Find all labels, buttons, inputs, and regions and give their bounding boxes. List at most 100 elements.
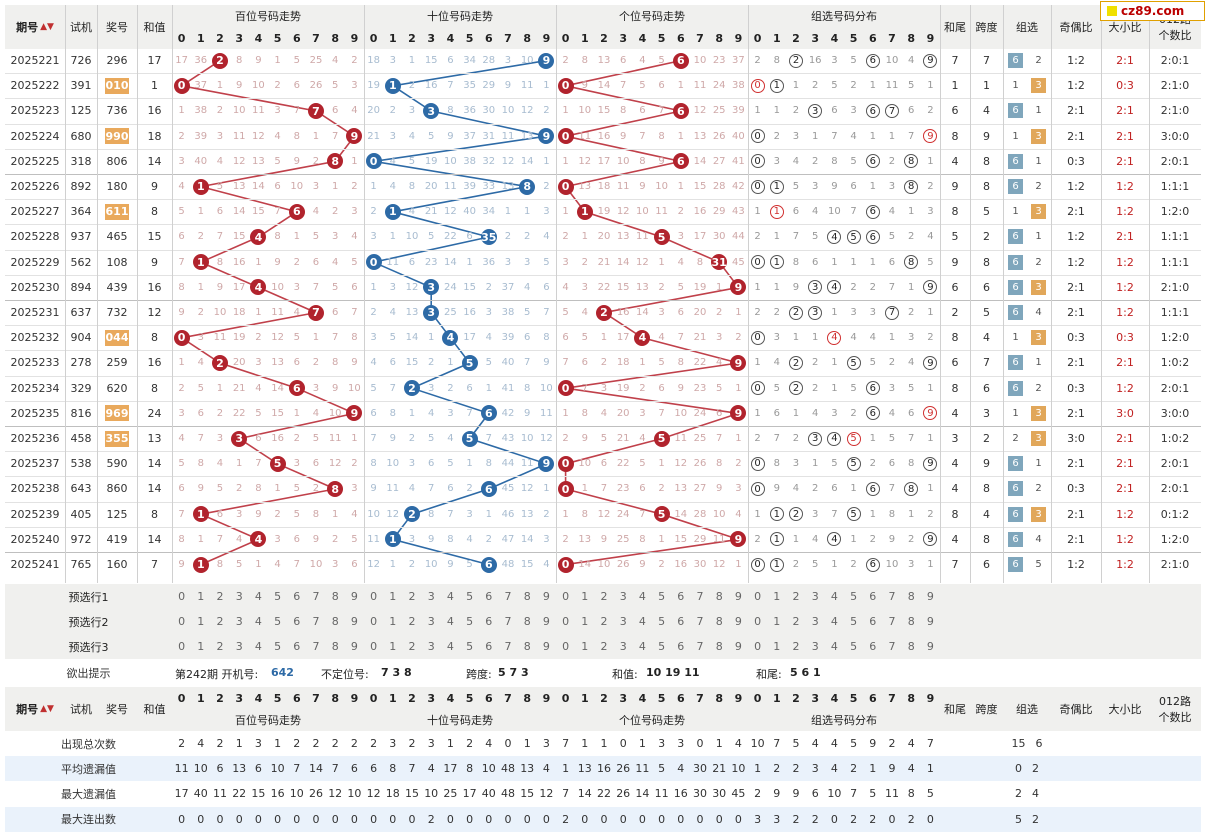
units-preselect-digit[interactable]: 3 bbox=[613, 609, 633, 634]
hundreds-preselect-digit[interactable]: 0 bbox=[172, 634, 192, 659]
group-preselect-digit[interactable]: 2 bbox=[786, 634, 806, 659]
units-preselect-digit[interactable]: 1 bbox=[575, 634, 595, 659]
hundreds-preselect-digit[interactable]: 9 bbox=[344, 634, 364, 659]
tens-preselect-digit[interactable]: 3 bbox=[421, 584, 441, 609]
tens-preselect-digit[interactable]: 9 bbox=[536, 609, 556, 634]
group-preselect-digit[interactable]: 1 bbox=[767, 609, 787, 634]
group-preselect-digit[interactable]: 8 bbox=[901, 584, 921, 609]
hundreds-preselect-digit[interactable]: 1 bbox=[191, 634, 211, 659]
units-preselect-digit[interactable]: 2 bbox=[594, 609, 614, 634]
group-preselect-digit[interactable]: 9 bbox=[920, 634, 940, 659]
units-preselect-digit[interactable]: 7 bbox=[690, 609, 710, 634]
group-preselect-digit[interactable]: 1 bbox=[767, 634, 787, 659]
tens-preselect-digit[interactable]: 2 bbox=[402, 634, 422, 659]
group-preselect-digit[interactable]: 5 bbox=[844, 584, 864, 609]
tens-preselect-digit[interactable]: 6 bbox=[479, 609, 499, 634]
units-preselect-digit[interactable]: 9 bbox=[728, 634, 748, 659]
hundreds-preselect-digit[interactable]: 9 bbox=[344, 609, 364, 634]
units-preselect-digit[interactable]: 1 bbox=[575, 584, 595, 609]
tens-preselect-digit[interactable]: 3 bbox=[421, 609, 441, 634]
tens-preselect-digit[interactable]: 3 bbox=[421, 634, 441, 659]
tens-preselect-digit[interactable]: 5 bbox=[460, 609, 480, 634]
units-preselect-digit[interactable]: 0 bbox=[556, 584, 576, 609]
group-preselect-digit[interactable]: 1 bbox=[767, 584, 787, 609]
tens-preselect-digit[interactable]: 9 bbox=[536, 634, 556, 659]
tens-preselect-digit[interactable]: 6 bbox=[479, 584, 499, 609]
hundreds-preselect-digit[interactable]: 7 bbox=[306, 609, 326, 634]
hundreds-preselect-digit[interactable]: 7 bbox=[306, 584, 326, 609]
site-logo[interactable]: cz89.com bbox=[1100, 1, 1205, 21]
group-preselect-digit[interactable]: 9 bbox=[920, 584, 940, 609]
sort-icon[interactable]: ▲▼ bbox=[40, 704, 54, 714]
tens-preselect-digit[interactable]: 5 bbox=[460, 584, 480, 609]
units-preselect-digit[interactable]: 7 bbox=[690, 584, 710, 609]
period-footer-header[interactable]: 期号 ▲▼ bbox=[5, 687, 65, 731]
units-preselect-digit[interactable]: 7 bbox=[690, 634, 710, 659]
hundreds-preselect-digit[interactable]: 6 bbox=[287, 584, 307, 609]
group-preselect-digit[interactable]: 3 bbox=[805, 584, 825, 609]
tens-preselect-digit[interactable]: 4 bbox=[440, 609, 460, 634]
group-preselect-digit[interactable]: 7 bbox=[882, 609, 902, 634]
tens-preselect-digit[interactable]: 1 bbox=[383, 634, 403, 659]
group-preselect-digit[interactable]: 7 bbox=[882, 634, 902, 659]
tens-preselect-digit[interactable]: 2 bbox=[402, 609, 422, 634]
hundreds-preselect-digit[interactable]: 9 bbox=[344, 584, 364, 609]
units-preselect-digit[interactable]: 1 bbox=[575, 609, 595, 634]
group-preselect-digit[interactable]: 0 bbox=[748, 584, 768, 609]
hundreds-preselect-digit[interactable]: 5 bbox=[268, 634, 288, 659]
tens-preselect-digit[interactable]: 9 bbox=[536, 584, 556, 609]
group-preselect-digit[interactable]: 6 bbox=[863, 584, 883, 609]
hundreds-preselect-digit[interactable]: 4 bbox=[248, 584, 268, 609]
hundreds-preselect-digit[interactable]: 1 bbox=[191, 584, 211, 609]
group-preselect-digit[interactable]: 7 bbox=[882, 584, 902, 609]
units-preselect-digit[interactable]: 3 bbox=[613, 584, 633, 609]
period-header[interactable]: 期号 ▲▼ bbox=[5, 5, 65, 49]
tens-preselect-digit[interactable]: 1 bbox=[383, 609, 403, 634]
hundreds-preselect-digit[interactable]: 0 bbox=[172, 584, 192, 609]
hundreds-preselect-digit[interactable]: 2 bbox=[210, 634, 230, 659]
tens-preselect-digit[interactable]: 8 bbox=[517, 609, 537, 634]
group-preselect-digit[interactable]: 3 bbox=[805, 609, 825, 634]
group-preselect-digit[interactable]: 8 bbox=[901, 609, 921, 634]
units-preselect-digit[interactable]: 0 bbox=[556, 609, 576, 634]
units-preselect-digit[interactable]: 2 bbox=[594, 634, 614, 659]
units-preselect-digit[interactable]: 8 bbox=[709, 634, 729, 659]
tens-preselect-digit[interactable]: 6 bbox=[479, 634, 499, 659]
group-preselect-digit[interactable]: 4 bbox=[824, 634, 844, 659]
group-preselect-digit[interactable]: 6 bbox=[863, 609, 883, 634]
tens-preselect-digit[interactable]: 7 bbox=[498, 609, 518, 634]
hundreds-preselect-digit[interactable]: 6 bbox=[287, 609, 307, 634]
tens-preselect-digit[interactable]: 0 bbox=[364, 609, 384, 634]
tens-preselect-digit[interactable]: 4 bbox=[440, 584, 460, 609]
units-preselect-digit[interactable]: 9 bbox=[728, 584, 748, 609]
units-preselect-digit[interactable]: 5 bbox=[652, 634, 672, 659]
group-preselect-digit[interactable]: 6 bbox=[863, 634, 883, 659]
hundreds-preselect-digit[interactable]: 5 bbox=[268, 609, 288, 634]
group-preselect-digit[interactable]: 0 bbox=[748, 609, 768, 634]
hundreds-preselect-digit[interactable]: 8 bbox=[325, 609, 345, 634]
units-preselect-digit[interactable]: 5 bbox=[652, 584, 672, 609]
tens-preselect-digit[interactable]: 2 bbox=[402, 584, 422, 609]
group-preselect-digit[interactable]: 2 bbox=[786, 609, 806, 634]
hundreds-preselect-digit[interactable]: 3 bbox=[229, 609, 249, 634]
units-preselect-digit[interactable]: 0 bbox=[556, 634, 576, 659]
hundreds-preselect-digit[interactable]: 4 bbox=[248, 609, 268, 634]
units-preselect-digit[interactable]: 6 bbox=[671, 609, 691, 634]
group-preselect-digit[interactable]: 2 bbox=[786, 584, 806, 609]
units-preselect-digit[interactable]: 6 bbox=[671, 634, 691, 659]
units-preselect-digit[interactable]: 4 bbox=[632, 584, 652, 609]
tens-preselect-digit[interactable]: 5 bbox=[460, 634, 480, 659]
units-preselect-digit[interactable]: 2 bbox=[594, 584, 614, 609]
hundreds-preselect-digit[interactable]: 5 bbox=[268, 584, 288, 609]
units-preselect-digit[interactable]: 4 bbox=[632, 634, 652, 659]
group-preselect-digit[interactable]: 9 bbox=[920, 609, 940, 634]
hundreds-preselect-digit[interactable]: 7 bbox=[306, 634, 326, 659]
group-preselect-digit[interactable]: 0 bbox=[748, 634, 768, 659]
units-preselect-digit[interactable]: 9 bbox=[728, 609, 748, 634]
group-preselect-digit[interactable]: 8 bbox=[901, 634, 921, 659]
group-preselect-digit[interactable]: 5 bbox=[844, 609, 864, 634]
units-preselect-digit[interactable]: 8 bbox=[709, 609, 729, 634]
hundreds-preselect-digit[interactable]: 6 bbox=[287, 634, 307, 659]
hundreds-preselect-digit[interactable]: 3 bbox=[229, 634, 249, 659]
tens-preselect-digit[interactable]: 4 bbox=[440, 634, 460, 659]
